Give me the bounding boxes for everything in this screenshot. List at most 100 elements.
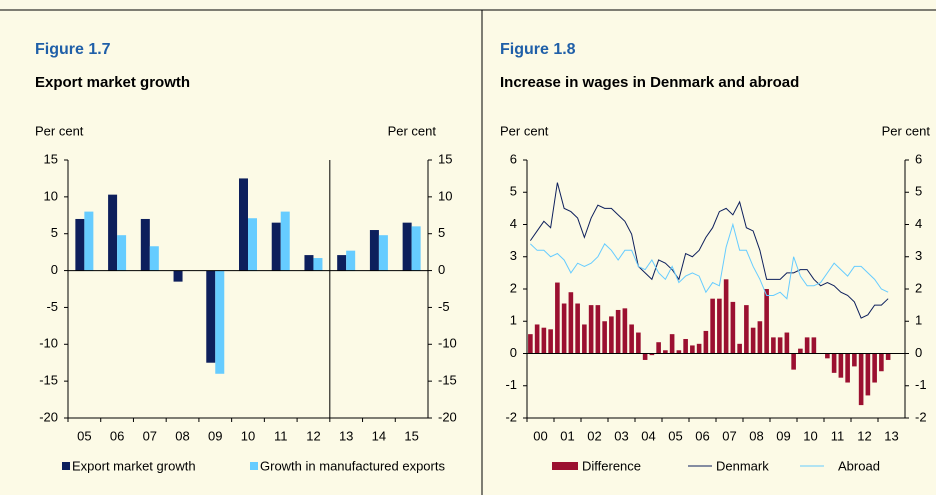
bar — [84, 211, 94, 271]
bar — [602, 321, 607, 354]
y2-axis-label: Per cent — [882, 123, 931, 138]
bar — [206, 270, 216, 363]
y-axis-label: Per cent — [500, 123, 549, 138]
bar — [239, 178, 248, 271]
y2-tick-label: -15 — [438, 373, 457, 388]
x-tick-label: 01 — [560, 428, 574, 443]
legend-label: Growth in manufactured exports — [260, 458, 445, 473]
y-tick-label: 1 — [510, 313, 517, 328]
bar — [872, 353, 877, 383]
y-tick-label: 0 — [51, 262, 58, 277]
y2-tick-label: 4 — [915, 216, 922, 231]
x-tick-label: 09 — [208, 428, 222, 443]
bar — [710, 298, 715, 354]
y2-tick-label: 0 — [915, 345, 922, 360]
x-tick-label: 05 — [77, 428, 91, 443]
x-tick-label: 00 — [533, 428, 547, 443]
bar — [215, 270, 225, 374]
x-tick-label: 11 — [274, 428, 288, 443]
bar — [75, 218, 85, 271]
y-tick-label: 15 — [44, 151, 58, 166]
bar — [730, 301, 736, 354]
x-tick-label: 13 — [884, 428, 898, 443]
y-tick-label: -20 — [39, 409, 58, 424]
bar — [717, 298, 722, 354]
y-tick-label: -1 — [505, 377, 517, 392]
bar — [629, 324, 634, 354]
bar — [575, 303, 580, 354]
y2-tick-label: 10 — [438, 188, 452, 203]
x-tick-label: 11 — [831, 428, 845, 443]
bar — [764, 289, 769, 354]
bar — [757, 321, 763, 354]
bar — [402, 222, 412, 271]
y-tick-label: 5 — [51, 225, 58, 240]
bar — [582, 324, 587, 354]
y2-tick-label: -1 — [915, 377, 927, 392]
bar — [744, 305, 749, 354]
x-tick-label: 07 — [143, 428, 157, 443]
bar — [831, 353, 837, 373]
y2-tick-label: -5 — [438, 299, 450, 314]
bar — [656, 342, 661, 354]
bar — [548, 329, 553, 354]
x-tick-label: 06 — [695, 428, 709, 443]
bar — [669, 334, 675, 354]
bar — [541, 327, 547, 354]
bar — [784, 332, 790, 354]
bar — [534, 324, 540, 354]
y2-axis-label: Per cent — [388, 123, 437, 138]
legend-label: Denmark — [716, 458, 769, 473]
legend-swatch — [250, 462, 258, 470]
bar — [750, 327, 756, 354]
bar — [595, 305, 601, 354]
bar — [825, 353, 830, 359]
bar — [690, 345, 695, 354]
bar — [845, 353, 850, 383]
bar — [609, 316, 614, 354]
bar — [811, 337, 817, 354]
bar — [636, 332, 641, 354]
bar — [248, 218, 257, 271]
bar — [649, 353, 655, 356]
x-tick-label: 12 — [306, 428, 320, 443]
y2-tick-label: -10 — [438, 336, 457, 351]
bar — [696, 343, 702, 354]
bar — [777, 337, 783, 354]
y-tick-label: -5 — [46, 299, 58, 314]
y2-tick-label: 1 — [915, 313, 922, 328]
bar — [615, 309, 621, 354]
y2-tick-label: 5 — [438, 225, 445, 240]
figure-label: Figure 1.7 — [35, 41, 111, 58]
bar — [865, 353, 871, 396]
y-tick-label: 6 — [510, 151, 517, 166]
bar — [337, 255, 347, 271]
bar — [791, 353, 796, 370]
y-tick-label: -10 — [39, 336, 58, 351]
x-tick-label: 07 — [722, 428, 736, 443]
bar — [858, 353, 864, 406]
y-tick-label: 10 — [44, 188, 58, 203]
figure-label: Figure 1.8 — [500, 41, 576, 58]
y2-tick-label: 3 — [915, 248, 922, 263]
legend-swatch — [62, 462, 70, 470]
x-tick-label: 10 — [803, 428, 817, 443]
bar — [737, 343, 742, 354]
bar — [378, 235, 388, 271]
y-tick-label: -15 — [39, 373, 58, 388]
y-axis-label: Per cent — [35, 123, 84, 138]
bar — [346, 250, 356, 271]
x-tick-label: 09 — [776, 428, 790, 443]
y2-tick-label: -20 — [438, 409, 457, 424]
bar — [703, 330, 709, 354]
legend-label: Difference — [582, 458, 641, 473]
bar — [622, 308, 628, 354]
x-tick-label: 06 — [110, 428, 124, 443]
y2-tick-label: 5 — [915, 184, 922, 199]
bar — [568, 292, 574, 354]
bar — [723, 279, 729, 354]
bar — [555, 282, 560, 354]
bar — [411, 226, 421, 271]
x-tick-label: 05 — [668, 428, 682, 443]
